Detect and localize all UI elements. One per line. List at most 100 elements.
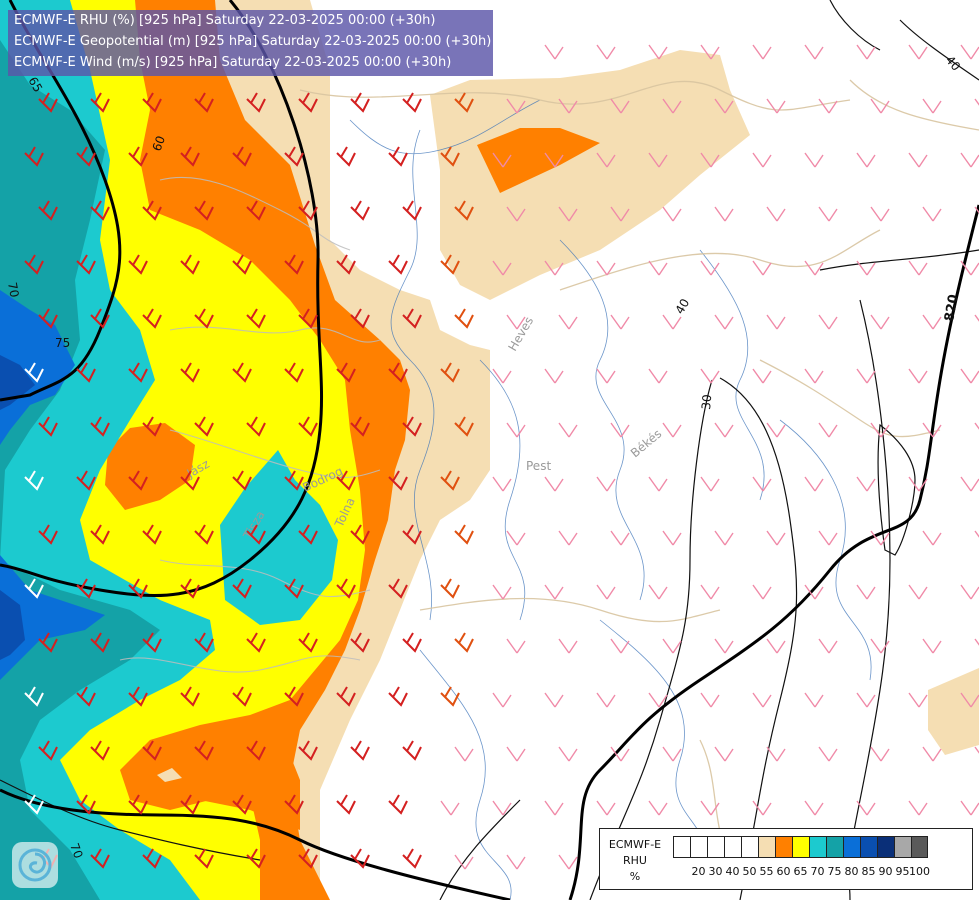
wind-barb (818, 746, 838, 762)
wind-barb (856, 800, 876, 816)
wind-barb (90, 632, 110, 653)
wind-barb (454, 632, 474, 653)
wind-barb (506, 638, 526, 654)
wind-barb (492, 476, 512, 492)
legend-swatch (809, 836, 826, 858)
wind-barb (922, 206, 942, 222)
legend-swatch (758, 836, 775, 858)
legend-title: ECMWF-E RHU % (604, 837, 666, 885)
wind-barb (128, 146, 148, 167)
wind-barb (492, 584, 512, 600)
wind-barb (142, 200, 162, 221)
wind-barb (922, 530, 942, 546)
legend-swatch (690, 836, 707, 858)
wind-barb (974, 314, 979, 322)
wind-barb (596, 368, 616, 384)
wind-barb (194, 524, 214, 545)
wind-barb (804, 800, 824, 816)
wind-barb (804, 692, 824, 708)
wind-barb (38, 416, 58, 437)
rhu-60-patch-west (105, 423, 195, 510)
wind-barb (596, 584, 616, 600)
wind-barb (870, 638, 890, 654)
wind-barb (180, 794, 200, 815)
wind-barb (908, 800, 928, 816)
rhu-85-area (0, 355, 35, 410)
wind-barb (544, 152, 564, 168)
wind-barb (974, 746, 979, 754)
wind-barb (298, 416, 318, 437)
wind-barb (246, 416, 266, 437)
rhu-60-patch-south (130, 720, 300, 830)
wind-barb (700, 584, 720, 600)
wind-barb (246, 848, 266, 869)
wind-barb (714, 98, 734, 114)
wind-barb (714, 530, 734, 546)
wind-barb (454, 200, 474, 221)
wind-barb (870, 530, 890, 546)
wind-barb (922, 314, 942, 330)
wind-barb (24, 254, 44, 275)
wind-barb (596, 152, 616, 168)
wind-barb (232, 470, 252, 491)
wind-barb (246, 308, 266, 329)
wind-barb (194, 92, 214, 113)
wind-barb (284, 470, 304, 491)
wind-barb (298, 524, 318, 545)
wind-barb (298, 848, 318, 869)
legend-title-line-2: RHU (623, 854, 647, 867)
wind-barb (194, 416, 214, 437)
wind-barb (128, 686, 148, 707)
wind-barb (142, 524, 162, 545)
wind-barb (752, 44, 772, 60)
wind-barb (76, 470, 96, 491)
wind-barb (336, 146, 356, 167)
wind-barb (454, 92, 474, 113)
wind-barb (388, 254, 408, 275)
wind-barb (142, 308, 162, 329)
wind-barb (648, 584, 668, 600)
wind-barb (610, 314, 630, 330)
wind-barb (700, 476, 720, 492)
wind-barb (960, 476, 979, 492)
wind-barb (610, 422, 630, 438)
wind-barb (506, 206, 526, 222)
wind-barb (752, 152, 772, 168)
wind-barb (766, 422, 786, 438)
wind-barb (818, 638, 838, 654)
wind-barb (908, 692, 928, 708)
wind-barb (76, 362, 96, 383)
wind-barb (804, 44, 824, 60)
wind-barb (350, 416, 370, 437)
wind-barb (610, 638, 630, 654)
wind-barb (558, 854, 578, 870)
wind-barb (194, 632, 214, 653)
wind-barb (506, 314, 526, 330)
wind-barb (90, 524, 110, 545)
wind-barb (856, 260, 876, 276)
contour-label-70-south: 70 (67, 841, 85, 860)
wind-barb (960, 368, 979, 384)
legend-tick-label: 90 (878, 865, 893, 878)
wind-barb (90, 848, 110, 869)
place-label-pest: Pest (526, 459, 551, 473)
wind-barb (38, 92, 58, 113)
wind-barb (714, 206, 734, 222)
wind-barb (908, 476, 928, 492)
wind-barb (818, 314, 838, 330)
geopotential-title: ECMWF-E Geopotential (m) [925 hPa] Satur… (14, 34, 492, 49)
wind-barb (662, 638, 682, 654)
rhu-60-patch-north (477, 128, 600, 193)
wind-barb (908, 368, 928, 384)
wind-barb (76, 686, 96, 707)
wind-barb (298, 200, 318, 221)
legend-tick-label: 30 (708, 865, 723, 878)
wind-barb (908, 152, 928, 168)
wind-barb (180, 470, 200, 491)
wind-barb (766, 638, 786, 654)
wind-barb (506, 746, 526, 762)
wind-barb (648, 152, 668, 168)
wind-barb (454, 524, 474, 545)
